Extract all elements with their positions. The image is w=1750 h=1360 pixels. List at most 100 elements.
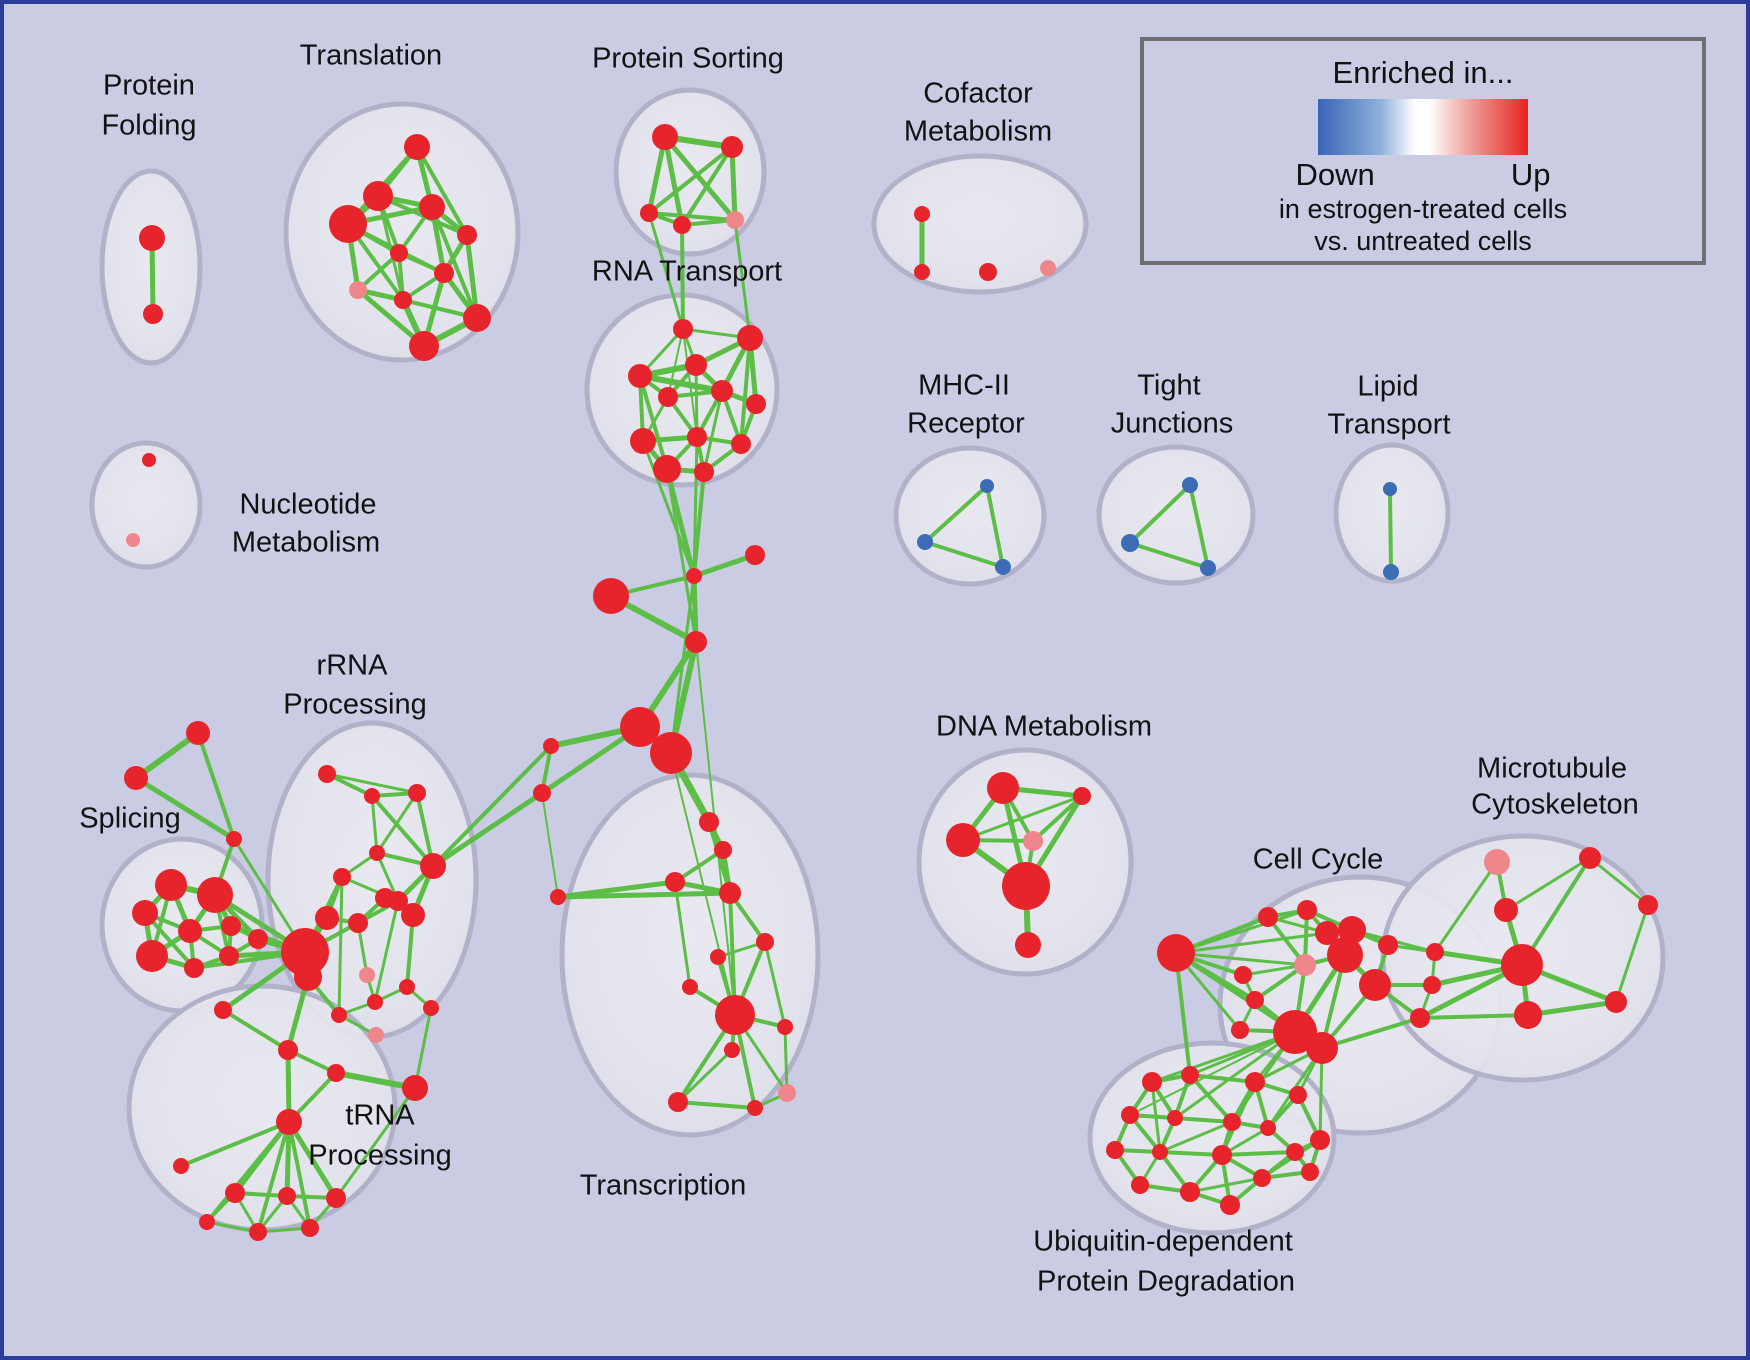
- node-mt7: [1638, 895, 1658, 915]
- node-cf1: [914, 206, 930, 222]
- cluster-label-mhc-ii-receptor-line1: MHC-II: [918, 370, 1010, 402]
- edge-ps2-ps4: [680, 145, 734, 227]
- node-tr3: [226, 831, 242, 847]
- node-q12: [199, 1214, 215, 1230]
- node-q11: [301, 1219, 319, 1237]
- node-cc9: [1234, 966, 1252, 984]
- edge-tr2-tr3: [133, 775, 237, 842]
- node-x5: [719, 882, 741, 904]
- node-q5: [276, 1109, 302, 1135]
- node-u15: [1180, 1182, 1200, 1202]
- edge-u11-u12: [1158, 1150, 1224, 1157]
- cluster-label-rrna-processing-line2: Processing: [283, 689, 426, 721]
- cluster-label-trna-processing-line2: Processing: [308, 1140, 451, 1172]
- cluster-label-mhc-ii-receptor-line2: Receptor: [907, 408, 1025, 440]
- node-tl7: [434, 263, 454, 283]
- edge-q5-q9: [286, 1119, 339, 1201]
- node-n14: [399, 979, 415, 995]
- node-sp7: [184, 958, 204, 978]
- node-tl2: [363, 181, 393, 211]
- node-m1: [686, 568, 702, 584]
- edge-u2-u7: [1188, 1073, 1234, 1124]
- cluster-label-protein-folding-line2: Folding: [101, 110, 196, 142]
- node-m5: [543, 738, 559, 754]
- node-x9: [715, 995, 755, 1035]
- node-x6: [756, 933, 774, 951]
- edge-u6-u7: [1173, 1116, 1234, 1124]
- node-q8: [278, 1187, 296, 1205]
- edge-u7-u11: [1158, 1120, 1234, 1154]
- node-q2: [278, 1040, 298, 1060]
- node-mh2: [917, 534, 933, 550]
- edge-d2-d3: [961, 794, 1084, 842]
- node-tj3: [1200, 560, 1216, 576]
- node-d5: [1002, 862, 1050, 910]
- node-u1: [1142, 1072, 1162, 1092]
- node-pf1: [139, 225, 165, 251]
- node-mt2: [1494, 898, 1518, 922]
- node-u9: [1310, 1130, 1330, 1150]
- node-n12: [367, 994, 383, 1010]
- node-cc10: [1246, 991, 1264, 1009]
- node-sp6: [136, 940, 168, 972]
- edge-ps3-ps5: [647, 211, 737, 222]
- node-hub1: [620, 707, 660, 747]
- edge-rt1-rt5: [667, 328, 684, 398]
- edge-lt1-lt2: [1388, 487, 1393, 574]
- cluster-label-splicing-line1: Splicing: [79, 803, 181, 835]
- edge-tj1-tj3: [1188, 483, 1210, 570]
- edge-m6-x4: [541, 792, 559, 898]
- cluster-ellipse-ubiquitin-degradation: [1087, 1040, 1337, 1236]
- edge-mt5-mt6: [1525, 999, 1619, 1018]
- edge-n5-n13: [337, 875, 344, 1017]
- edge-n6-n12: [373, 899, 400, 1004]
- node-ps3: [640, 204, 658, 222]
- node-cc1: [1258, 907, 1278, 927]
- node-d4: [1023, 831, 1043, 851]
- edge-cc11-u5: [1129, 1031, 1296, 1116]
- node-x10: [777, 1019, 793, 1035]
- node-cc0: [1157, 934, 1195, 972]
- edge-n2-n7: [370, 794, 435, 868]
- node-n2: [364, 788, 380, 804]
- edge-mt5-o3: [1418, 1013, 1530, 1020]
- cluster-label-cofactor-metabolism-line2: Metabolism: [904, 116, 1052, 148]
- edge-u15-u16: [1188, 1176, 1264, 1194]
- node-n1: [318, 765, 336, 783]
- node-x13: [747, 1100, 763, 1116]
- node-n5: [333, 868, 351, 886]
- edge-hub2-x9: [670, 752, 736, 1016]
- edge-ps4-rt1: [680, 223, 685, 331]
- cluster-label-lipid-transport-line1: Lipid: [1357, 371, 1418, 403]
- node-x4: [550, 889, 566, 905]
- node-x2: [714, 841, 732, 859]
- edge-cc0-cc11: [1174, 951, 1297, 1034]
- edge-q5-q12: [205, 1120, 291, 1224]
- legend-subtitle-line2: vs. untreated cells: [1314, 226, 1532, 256]
- node-nm2: [126, 533, 140, 547]
- edge-rt2-rt10: [739, 336, 752, 446]
- edge-rt9-m1: [692, 435, 699, 578]
- node-u16: [1253, 1169, 1271, 1187]
- node-o2: [1423, 976, 1441, 994]
- node-rt9: [687, 427, 707, 447]
- node-cc6: [1294, 954, 1316, 976]
- node-cc5: [1378, 935, 1398, 955]
- cluster-label-rrna-processing-line1: rRNA: [317, 650, 389, 682]
- node-sp1: [155, 869, 187, 901]
- node-cc3: [1315, 921, 1339, 945]
- node-u14: [1131, 1176, 1149, 1194]
- node-n10: [375, 888, 395, 908]
- cluster-label-tight-junctions-line1: Tight: [1137, 370, 1200, 402]
- edge-q9-q4: [334, 1086, 417, 1200]
- node-pf2: [143, 304, 163, 324]
- node-hub2: [650, 732, 692, 774]
- cluster-label-protein-sorting-line1: Protein Sorting: [592, 43, 784, 75]
- node-cc13: [1231, 1021, 1249, 1039]
- node-sph: [281, 928, 329, 976]
- node-cc8: [1359, 969, 1391, 1001]
- node-n7: [420, 853, 446, 879]
- node-sph2: [294, 963, 322, 991]
- node-u12: [1212, 1145, 1232, 1165]
- node-mt5: [1514, 1001, 1542, 1029]
